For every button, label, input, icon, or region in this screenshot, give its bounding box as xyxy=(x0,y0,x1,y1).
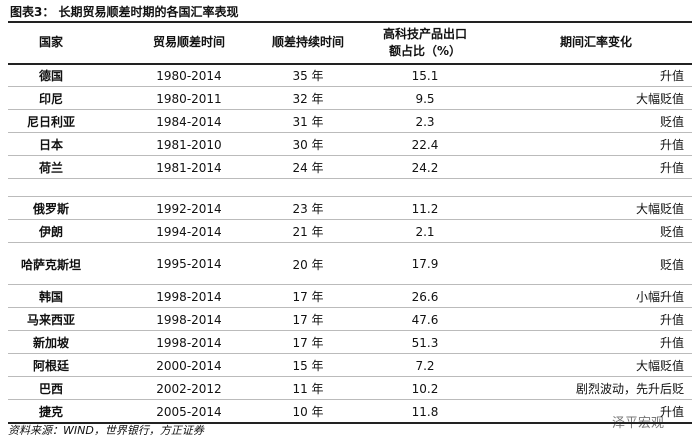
table-cell: 35 年 xyxy=(292,69,324,83)
header-line: 额占比（%） xyxy=(388,43,462,58)
table-cell: 大幅贬值 xyxy=(635,202,684,216)
table-cell: 1994-2014 xyxy=(156,224,222,239)
table-cell: 11 年 xyxy=(292,382,324,396)
table-cell: 升值 xyxy=(659,313,684,327)
header-cell: 国家 xyxy=(38,35,63,49)
table-cell: 17 年 xyxy=(292,290,324,304)
rule xyxy=(8,422,692,424)
table-cell: 阿根廷 xyxy=(32,359,69,373)
table-cell: 17 年 xyxy=(292,313,324,327)
table-cell: 23 年 xyxy=(292,202,324,216)
table-cell: 32 年 xyxy=(292,92,324,106)
table-cell: 贬值 xyxy=(659,115,684,129)
table-cell: 巴西 xyxy=(38,382,63,396)
table-cell: 10 年 xyxy=(292,405,324,419)
table-cell: 30 年 xyxy=(292,138,324,152)
table-cell: 升值 xyxy=(659,405,684,419)
table-cell: 11.8 xyxy=(411,404,439,419)
table-cell: 新加坡 xyxy=(32,336,69,350)
table-cell: 22.4 xyxy=(411,137,439,152)
table-cell: 2002-2012 xyxy=(156,381,222,396)
rule xyxy=(8,132,692,133)
rule xyxy=(8,219,692,220)
table-cell: 韩国 xyxy=(38,290,63,304)
table-cell: 1980-2014 xyxy=(156,68,222,83)
header-line: 高科技产品出口 xyxy=(382,26,467,41)
table-cell: 1998-2014 xyxy=(156,312,222,327)
table-cell: 德国 xyxy=(38,69,63,83)
rule xyxy=(8,86,692,87)
table-cell: 2005-2014 xyxy=(156,404,222,419)
table-cell: 10.2 xyxy=(411,381,439,396)
rule xyxy=(8,376,692,377)
table-cell: 升值 xyxy=(659,161,684,175)
rule xyxy=(8,63,692,65)
table-cell: 尼日利亚 xyxy=(26,115,75,129)
rule xyxy=(8,284,692,285)
rule xyxy=(8,109,692,110)
table-cell: 51.3 xyxy=(411,335,439,350)
rule xyxy=(8,155,692,156)
table-cell: 1980-2011 xyxy=(156,91,222,106)
table-cell: 9.5 xyxy=(415,91,435,106)
table-cell: 马来西亚 xyxy=(26,313,75,327)
table-cell: 升值 xyxy=(659,69,684,83)
table-cell: 24 年 xyxy=(292,161,324,175)
table-cell: 伊朗 xyxy=(38,225,63,239)
table-cell: 11.2 xyxy=(411,201,439,216)
rule xyxy=(8,21,692,23)
table-cell: 2.3 xyxy=(415,114,435,129)
table-cell: 7.2 xyxy=(415,358,435,373)
table-cell: 1984-2014 xyxy=(156,114,222,129)
table-cell: 2.1 xyxy=(415,224,435,239)
table-cell: 26.6 xyxy=(411,289,439,304)
rule xyxy=(8,330,692,331)
table-cell: 大幅贬值 xyxy=(635,359,684,373)
table-cell: 2000-2014 xyxy=(156,358,222,373)
table-cell: 1995-2014 xyxy=(156,257,222,271)
table-cell: 升值 xyxy=(659,336,684,350)
table-cell: 1981-2010 xyxy=(156,137,222,152)
table-cell: 47.6 xyxy=(411,312,439,327)
title: 图表3： 长期贸易顺差时期的各国汇率表现 xyxy=(10,5,239,19)
header-cell: 顺差持续时间 xyxy=(271,35,344,49)
table-cell: 捷克 xyxy=(38,405,63,419)
table-cell: 升值 xyxy=(659,138,684,152)
table-cell: 印尼 xyxy=(38,92,63,106)
rule xyxy=(8,196,692,197)
table-cell: 20 年 xyxy=(292,257,324,272)
table-cell: 1998-2014 xyxy=(156,335,222,350)
header-cell: 高科技产品出口 额占比（%） xyxy=(362,22,488,63)
table-cell: 21 年 xyxy=(292,225,324,239)
table-cell: 大幅贬值 xyxy=(635,92,684,106)
table-cell: 剧烈波动，先升后贬 xyxy=(575,382,684,396)
rule xyxy=(8,307,692,308)
header-cell: 期间汇率变化 xyxy=(559,35,632,49)
table-cell: 1998-2014 xyxy=(156,289,222,304)
table-cell: 小幅升值 xyxy=(635,290,684,304)
table-cell: 贬值 xyxy=(659,257,684,272)
rule xyxy=(8,242,692,243)
table-cell: 俄罗斯 xyxy=(32,202,69,216)
table-cell: 31 年 xyxy=(292,115,324,129)
table-cell: 贬值 xyxy=(659,225,684,239)
table-cell: 哈萨克斯坦 xyxy=(20,257,81,272)
header-cell: 贸易顺差时间 xyxy=(152,35,225,49)
source: 资料来源：WIND，世界银行，方正证券 xyxy=(8,424,204,437)
table-cell: 15 年 xyxy=(292,359,324,373)
table-cell: 17 年 xyxy=(292,336,324,350)
watermark: 泽平宏观 xyxy=(612,416,665,431)
rule xyxy=(8,178,692,179)
table-cell: 15.1 xyxy=(411,68,439,83)
table-cell: 17.9 xyxy=(411,257,439,271)
rule xyxy=(8,399,692,400)
table-cell: 24.2 xyxy=(411,160,439,175)
table-cell: 荷兰 xyxy=(38,161,63,175)
table-cell: 日本 xyxy=(38,138,63,152)
table-cell: 1981-2014 xyxy=(156,160,222,175)
table-cell: 1992-2014 xyxy=(156,201,222,216)
rule xyxy=(8,353,692,354)
